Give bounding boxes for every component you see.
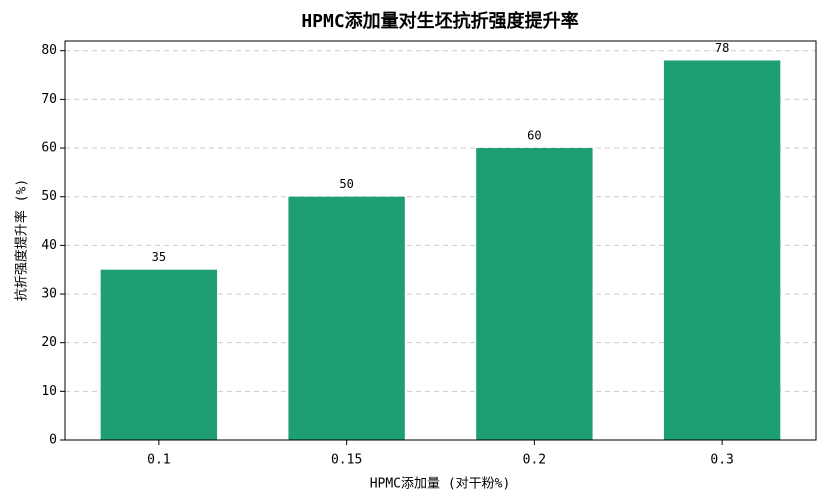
- y-tick-label: 50: [41, 189, 57, 204]
- data-label: 60: [527, 129, 541, 143]
- x-tick-label: 0.3: [710, 453, 733, 468]
- data-label: 50: [339, 177, 353, 191]
- y-tick-label: 10: [41, 384, 57, 399]
- y-tick-label: 30: [41, 287, 57, 302]
- data-label: 35: [152, 250, 166, 264]
- bar: [288, 196, 405, 440]
- bar: [476, 148, 593, 441]
- y-tick-label: 70: [41, 92, 57, 107]
- bar: [100, 269, 218, 440]
- y-tick-label: 20: [41, 335, 57, 350]
- x-axis-label: HPMC添加量 (对干粉%): [370, 477, 511, 492]
- bar: [663, 60, 781, 441]
- y-axis-label: 抗折强度提升率 (%): [14, 179, 30, 301]
- data-label: 78: [715, 41, 729, 55]
- y-tick-label: 0: [49, 433, 57, 448]
- x-tick-label: 0.2: [523, 453, 546, 468]
- chart-title: HPMC添加量对生坯抗折强度提升率: [301, 10, 578, 32]
- plot-frame: [64, 40, 817, 441]
- y-tick-label: 40: [41, 238, 57, 253]
- y-tick-label: 80: [41, 43, 57, 58]
- x-tick-label: 0.1: [147, 453, 170, 468]
- y-tick-label: 60: [41, 141, 57, 156]
- x-tick-label: 0.15: [331, 453, 362, 468]
